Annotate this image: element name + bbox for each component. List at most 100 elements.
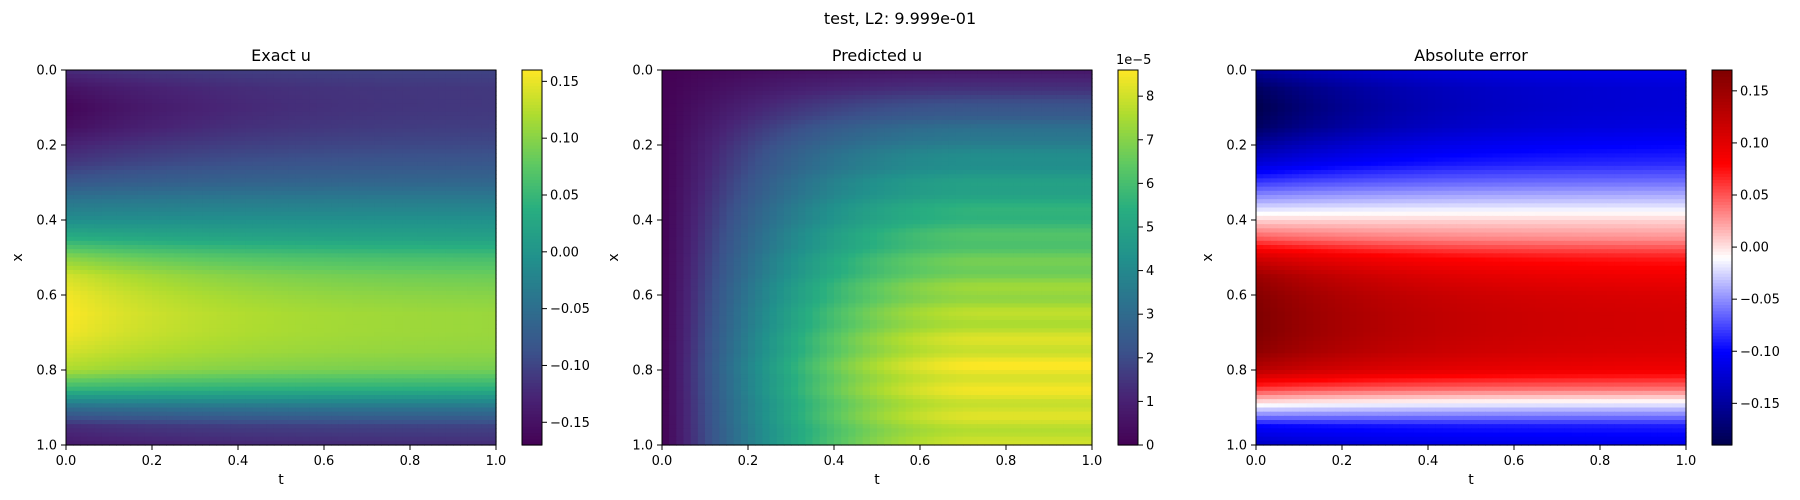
heatmap-cell	[209, 245, 218, 250]
heatmap-cell	[159, 311, 167, 317]
heatmap-cell	[180, 145, 189, 150]
heatmap-cell	[66, 90, 74, 96]
heatmap-cell	[137, 386, 146, 392]
heatmap-cell	[467, 182, 476, 188]
heatmap-cell	[273, 140, 282, 146]
heatmap-cell	[410, 78, 418, 84]
heatmap-cell	[481, 257, 490, 263]
heatmap-cell	[252, 186, 261, 192]
heatmap-cell	[130, 270, 139, 275]
heatmap-cell	[309, 124, 318, 129]
heatmap-cell	[331, 220, 339, 225]
heatmap-cell	[424, 370, 433, 375]
heatmap-cell	[259, 199, 268, 204]
heatmap-cell	[381, 370, 390, 375]
heatmap-cell	[488, 370, 497, 375]
heatmap-cell	[359, 74, 368, 79]
heatmap-cell	[410, 128, 418, 134]
heatmap-cell	[395, 295, 404, 300]
heatmap-cell	[288, 236, 296, 242]
heatmap-cell	[230, 365, 239, 371]
heatmap-cell	[453, 78, 461, 84]
heatmap-cell	[295, 307, 304, 313]
heatmap-cell	[223, 211, 232, 217]
heatmap-cell	[410, 145, 418, 150]
heatmap-cell	[144, 165, 153, 171]
heatmap-cell	[481, 290, 490, 296]
heatmap-cell	[123, 415, 132, 421]
heatmap-cell	[309, 240, 318, 246]
heatmap-cell	[402, 140, 411, 146]
heatmap-cell	[367, 111, 375, 117]
heatmap-cell	[130, 399, 139, 404]
heatmap-cell	[388, 95, 397, 100]
heatmap-cell	[417, 290, 425, 296]
heatmap-cell	[395, 228, 404, 234]
heatmap-cell	[187, 320, 196, 325]
heatmap-cell	[209, 228, 218, 234]
heatmap-cell	[453, 365, 461, 371]
heatmap-cell	[245, 353, 253, 359]
heatmap-cell	[467, 253, 476, 259]
heatmap-cell	[166, 136, 175, 142]
heatmap-cell	[137, 340, 146, 346]
heatmap-cell	[187, 307, 196, 313]
heatmap-cell	[80, 303, 89, 309]
heatmap-cell	[302, 257, 311, 263]
heatmap-cell	[381, 353, 390, 359]
heatmap-cell	[166, 132, 175, 138]
heatmap-cell	[116, 136, 124, 142]
heatmap-cell	[445, 124, 454, 129]
heatmap-cell	[116, 103, 124, 109]
heatmap-cell	[101, 345, 110, 350]
heatmap-cell	[245, 403, 253, 409]
heatmap-cell	[66, 99, 74, 104]
heatmap-cell	[295, 103, 304, 109]
heatmap-cell	[130, 199, 139, 204]
heatmap-cell	[266, 382, 275, 388]
heatmap-cell	[453, 124, 461, 129]
heatmap-cell	[345, 124, 354, 129]
heatmap-cell	[367, 207, 375, 213]
heatmap-cell	[116, 211, 124, 217]
heatmap-cell	[417, 215, 425, 221]
heatmap-cell	[309, 257, 318, 263]
heatmap-cell	[359, 203, 368, 209]
heatmap-cell	[324, 290, 332, 296]
heatmap-cell	[453, 370, 461, 375]
heatmap-cell	[94, 224, 103, 229]
heatmap-cell	[352, 407, 361, 413]
heatmap-cell	[467, 95, 476, 100]
heatmap-cell	[474, 115, 483, 121]
heatmap-cell	[66, 145, 74, 150]
heatmap-cell	[202, 378, 210, 384]
heatmap-cell	[159, 182, 167, 188]
heatmap-cell	[209, 374, 218, 379]
heatmap-cell	[438, 128, 447, 134]
heatmap-cell	[410, 328, 418, 334]
heatmap-cell	[367, 395, 375, 400]
heatmap-cell	[87, 415, 96, 421]
heatmap-cell	[388, 203, 397, 209]
heatmap-cell	[101, 315, 110, 321]
heatmap-cell	[101, 307, 110, 313]
heatmap-cell	[109, 149, 117, 154]
heatmap-cell	[460, 107, 468, 113]
heatmap-cell	[331, 290, 339, 296]
heatmap-cell	[431, 407, 440, 413]
heatmap-cell	[295, 174, 304, 179]
heatmap-cell	[195, 324, 203, 329]
heatmap-cell	[80, 78, 89, 84]
heatmap-cell	[159, 403, 167, 409]
heatmap-cell	[152, 90, 160, 96]
heatmap-cell	[424, 365, 433, 371]
heatmap-cell	[417, 157, 425, 163]
heatmap-cell	[130, 403, 139, 409]
heatmap-cell	[445, 70, 454, 75]
heatmap-cell	[281, 328, 289, 334]
heatmap-cell	[187, 253, 196, 259]
heatmap-cell	[159, 165, 167, 171]
heatmap-cell	[159, 345, 167, 350]
heatmap-cell	[87, 332, 96, 338]
heatmap-cell	[259, 286, 268, 292]
